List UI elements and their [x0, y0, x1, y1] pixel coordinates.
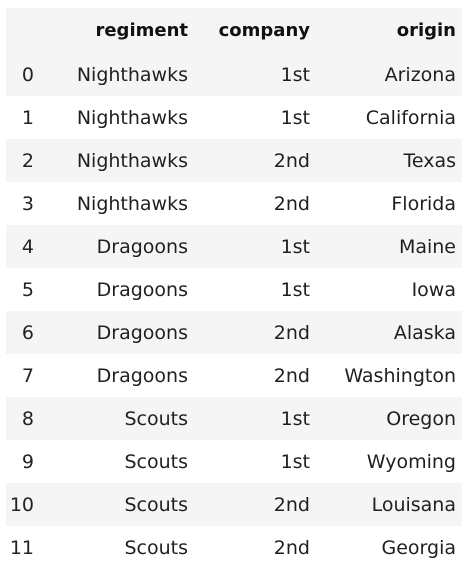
table-row: 0 Nighthawks 1st Arizona — [6, 53, 462, 96]
row-index: 4 — [21, 235, 34, 258]
cell-origin: Maine — [398, 235, 456, 258]
index-header — [6, 8, 46, 53]
row-index: 0 — [21, 63, 34, 86]
cell-origin: Texas — [403, 149, 456, 172]
row-index: 5 — [21, 278, 34, 301]
cell-origin: Iowa — [411, 278, 456, 301]
cell-regiment: Dragoons — [96, 364, 188, 387]
table-row: 10 Scouts 2nd Louisana — [6, 483, 462, 526]
table-row: 9 Scouts 1st Wyoming — [6, 440, 462, 483]
cell-origin: Washington — [344, 364, 456, 387]
table-row: 7 Dragoons 2nd Washington — [6, 354, 462, 397]
cell-regiment: Scouts — [124, 450, 188, 473]
cell-company: 2nd — [273, 493, 310, 516]
cell-company: 2nd — [273, 536, 310, 559]
cell-company: 2nd — [273, 192, 310, 215]
row-index: 2 — [21, 149, 34, 172]
cell-regiment: Nighthawks — [76, 192, 188, 215]
column-header-company: company — [218, 20, 310, 41]
cell-company: 1st — [280, 106, 310, 129]
cell-regiment: Dragoons — [96, 278, 188, 301]
cell-company: 1st — [280, 407, 310, 430]
cell-origin: Oregon — [386, 407, 456, 430]
dataframe-table: regiment company origin 0 Nighthawks 1st… — [6, 8, 462, 569]
cell-company: 2nd — [273, 149, 310, 172]
cell-regiment: Nighthawks — [76, 63, 188, 86]
cell-regiment: Dragoons — [96, 235, 188, 258]
cell-origin: California — [365, 106, 456, 129]
cell-regiment: Scouts — [124, 493, 188, 516]
cell-origin: Arizona — [384, 63, 456, 86]
table-row: 5 Dragoons 1st Iowa — [6, 268, 462, 311]
cell-origin: Georgia — [381, 536, 457, 559]
row-index: 1 — [21, 106, 34, 129]
column-header-regiment: regiment — [95, 20, 188, 41]
cell-company: 1st — [280, 450, 310, 473]
table-row: 8 Scouts 1st Oregon — [6, 397, 462, 440]
cell-regiment: Nighthawks — [76, 106, 188, 129]
cell-company: 2nd — [273, 321, 310, 344]
table-row: 1 Nighthawks 1st California — [6, 96, 462, 139]
cell-origin: Alaska — [393, 321, 456, 344]
header-row: regiment company origin — [6, 8, 462, 53]
row-index: 9 — [21, 450, 34, 473]
table-row: 11 Scouts 2nd Georgia — [6, 526, 462, 569]
table-header: regiment company origin — [6, 8, 462, 53]
row-index: 7 — [21, 364, 34, 387]
row-index: 10 — [9, 493, 34, 516]
cell-regiment: Dragoons — [96, 321, 188, 344]
row-index: 6 — [21, 321, 34, 344]
cell-company: 2nd — [273, 364, 310, 387]
cell-origin: Wyoming — [366, 450, 456, 473]
row-index: 11 — [9, 536, 34, 559]
table-row: 2 Nighthawks 2nd Texas — [6, 139, 462, 182]
row-index: 3 — [21, 192, 34, 215]
cell-company: 1st — [280, 63, 310, 86]
cell-company: 1st — [280, 235, 310, 258]
cell-origin: Louisana — [371, 493, 456, 516]
table-row: 6 Dragoons 2nd Alaska — [6, 311, 462, 354]
table-row: 3 Nighthawks 2nd Florida — [6, 182, 462, 225]
table-body: 0 Nighthawks 1st Arizona 1 Nighthawks 1s… — [6, 53, 462, 569]
table-row: 4 Dragoons 1st Maine — [6, 225, 462, 268]
cell-regiment: Nighthawks — [76, 149, 188, 172]
cell-origin: Florida — [391, 192, 456, 215]
cell-regiment: Scouts — [124, 536, 188, 559]
row-index: 8 — [21, 407, 34, 430]
cell-company: 1st — [280, 278, 310, 301]
cell-regiment: Scouts — [124, 407, 188, 430]
column-header-origin: origin — [396, 20, 456, 41]
